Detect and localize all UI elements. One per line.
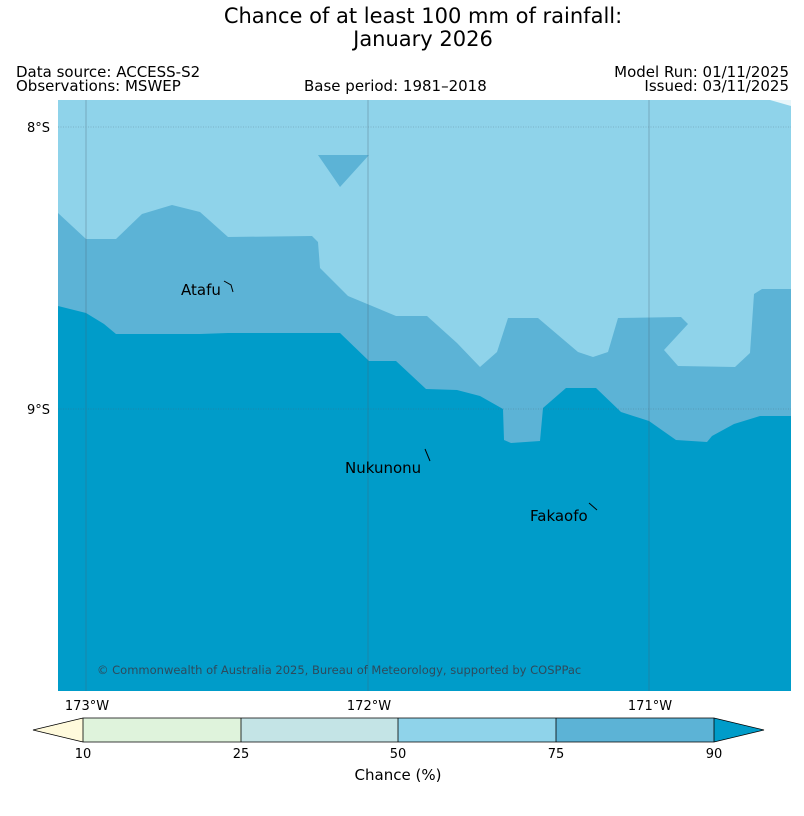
lat-label-8s: 8°S [27,121,50,136]
title-line-2: January 2026 [353,27,493,51]
place-label-fakaofo: Fakaofo [530,507,588,525]
base-period: Base period: 1981–2018 [304,77,487,95]
colorbar-segment-10-25 [83,718,241,742]
colorbar-label: Chance (%) [355,766,442,784]
zone-90-plus [58,306,791,691]
nukunonu-atoll-outline [424,448,431,462]
title-line-1: Chance of at least 100 mm of rainfall: [223,4,623,28]
colorbar-over-arrow [714,718,764,742]
colorbar-tick-50: 50 [390,747,407,762]
lat-label-9s: 9°S [27,403,50,418]
colorbar-segment-75-90 [556,718,714,742]
colorbar-segment-50-75 [398,718,556,742]
issued-date: Issued: 03/11/2025 [644,77,789,95]
lon-label-173w: 173°W [65,699,109,714]
colorbar-tick-75: 75 [548,747,565,762]
lon-label-171w: 171°W [628,699,672,714]
colorbar [32,717,765,743]
observations: Observations: MSWEP [16,77,181,95]
fakaofo-atoll-outline [588,502,598,511]
atafu-atoll-outline [223,280,234,293]
place-label-nukunonu: Nukunonu [345,459,421,477]
colorbar-segment-25-50 [241,718,398,742]
copyright-text: © Commonwealth of Australia 2025, Bureau… [97,663,581,677]
model-run: Model Run: 01/11/2025 [614,63,789,81]
colorbar-under-arrow [33,718,83,742]
lon-label-172w: 172°W [347,699,391,714]
colorbar-tick-10: 10 [75,747,92,762]
data-source: Data source: ACCESS-S2 [16,63,201,81]
colorbar-tick-90: 90 [706,747,723,762]
zone-75-90 [318,155,369,187]
place-label-atafu: Atafu [181,281,221,299]
colorbar-tick-25: 25 [233,747,250,762]
